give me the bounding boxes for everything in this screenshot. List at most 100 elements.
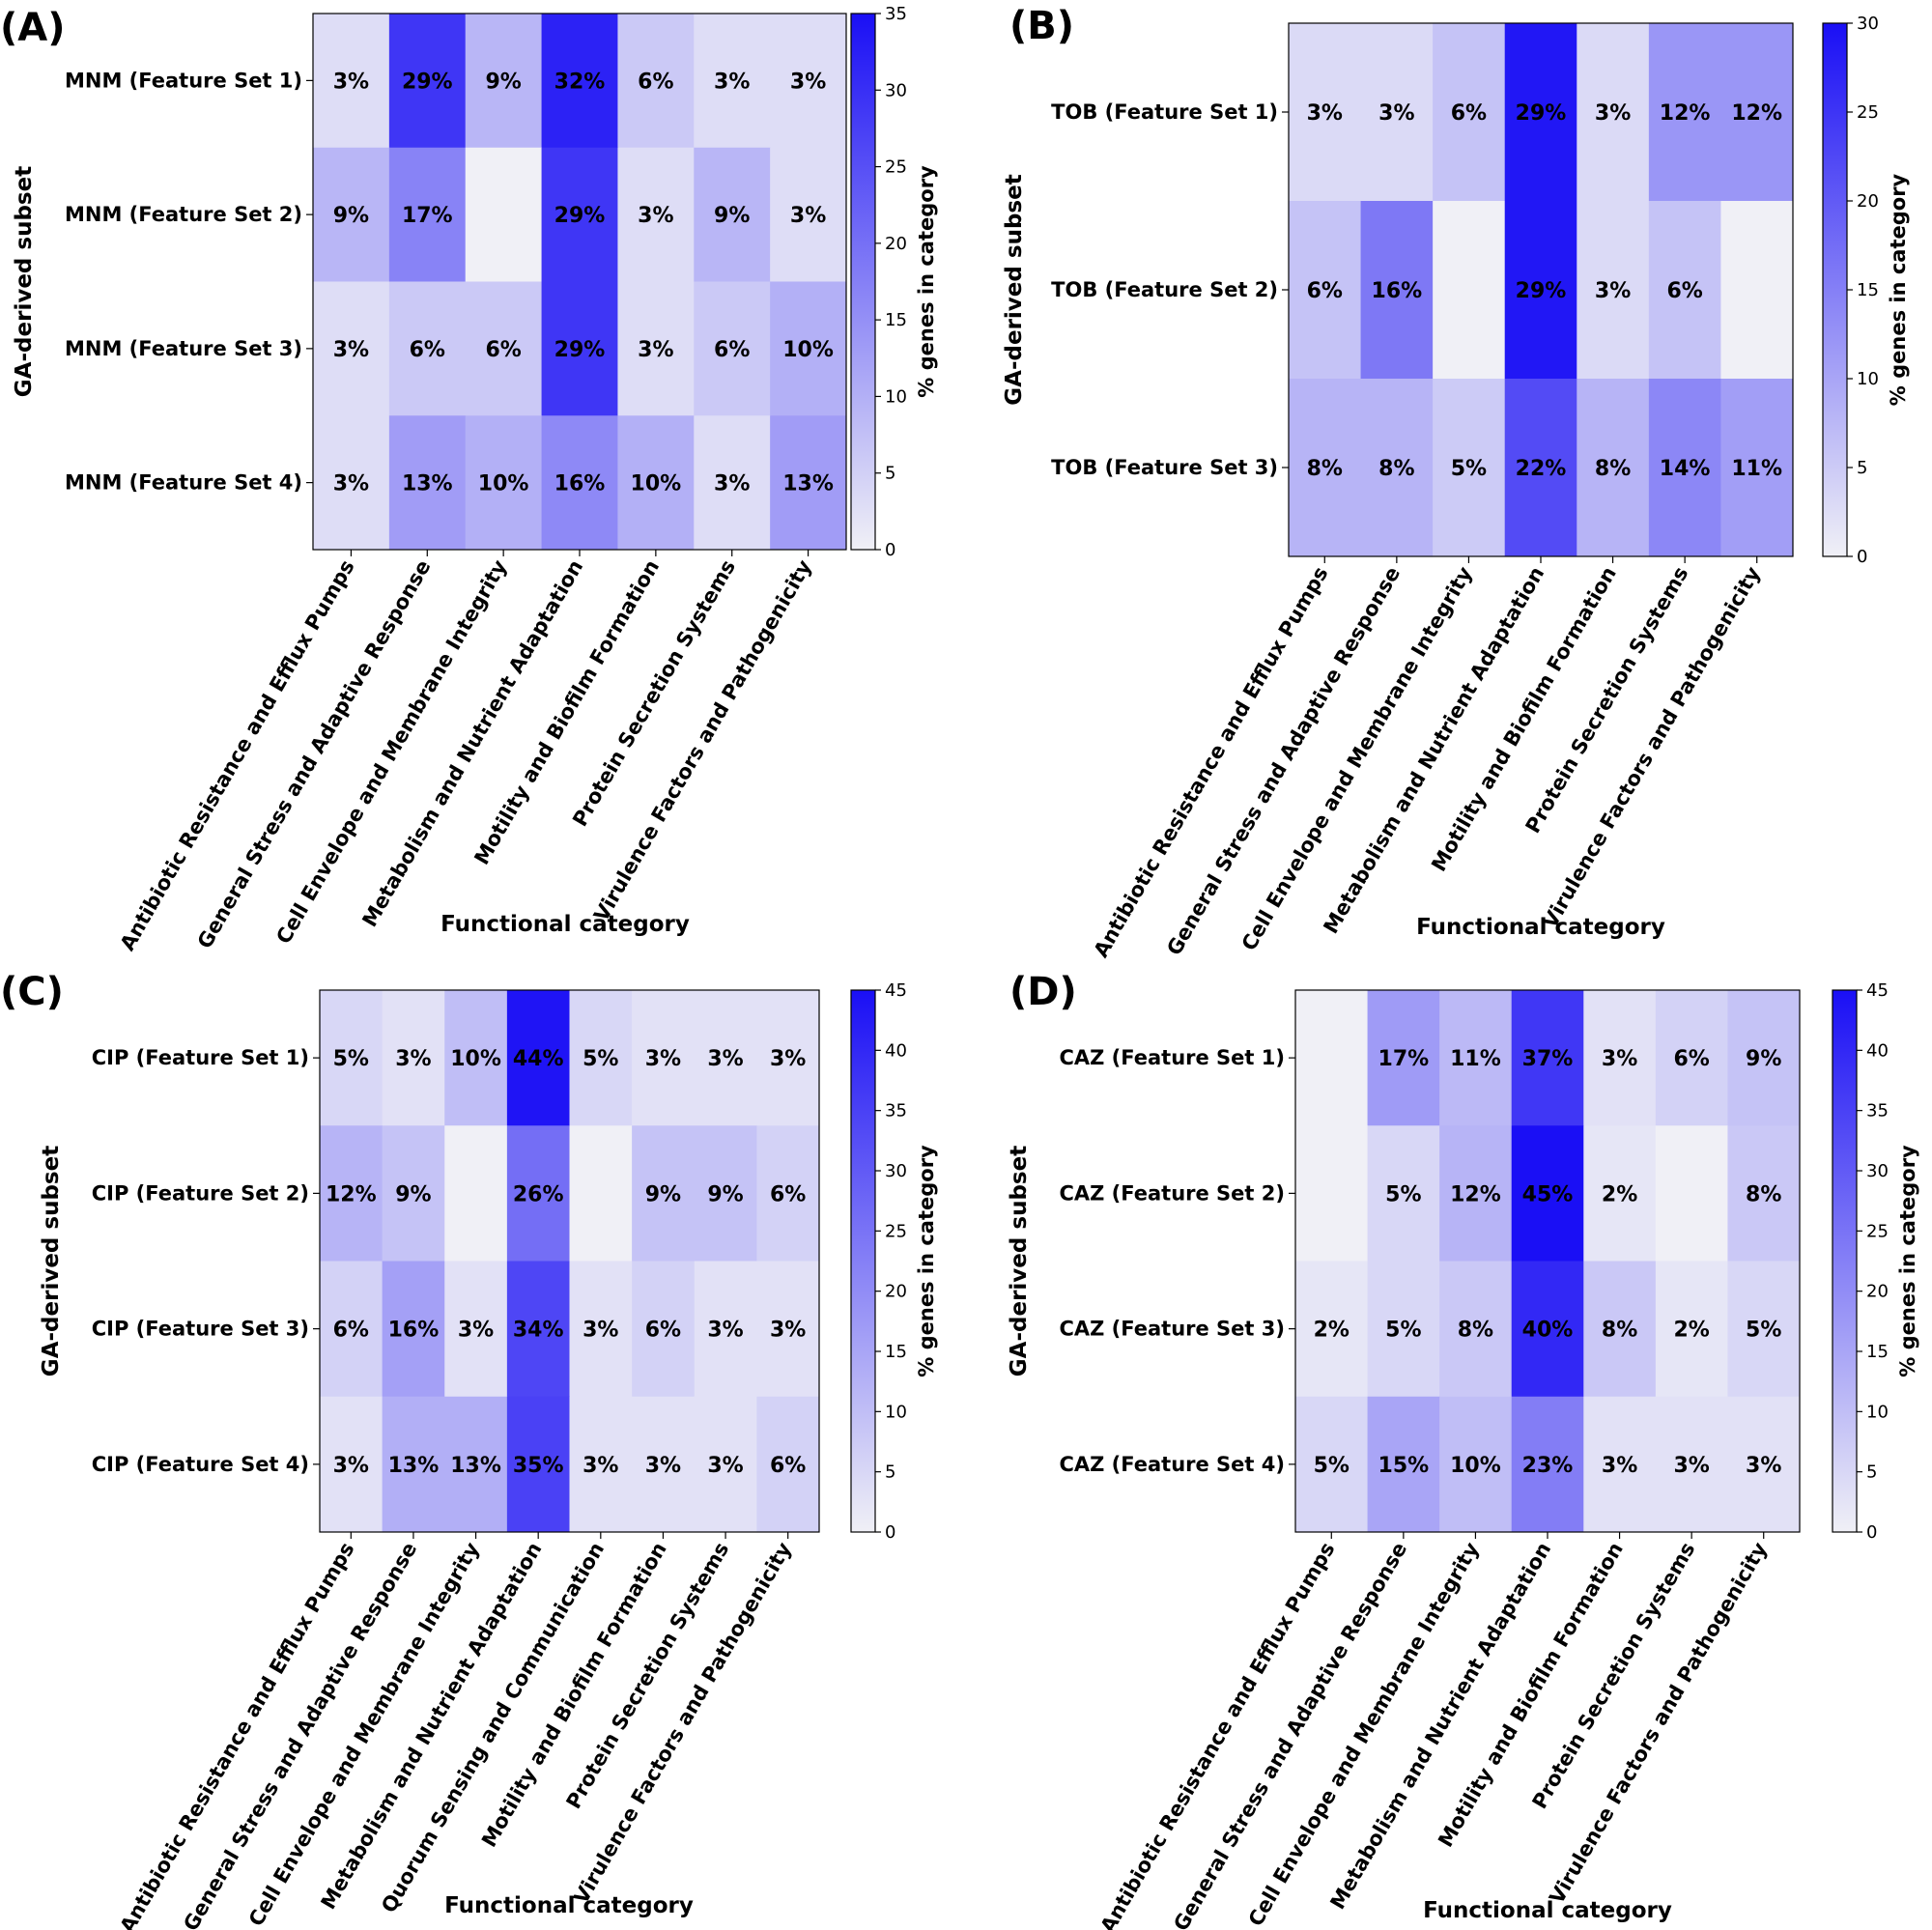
heatmap-cell	[632, 1396, 696, 1533]
cell-value-label: 6%	[410, 338, 445, 362]
heatmap-cell	[444, 1125, 508, 1262]
heatmap-cell	[1433, 379, 1506, 557]
heatmap-cell	[465, 281, 543, 416]
panel-c-heatmap: (C) 5% 3% 10% 44% 5% 3% 3% 3% 12% 9% 26% 9% 9% 6% 6% 16%…	[0, 970, 938, 1930]
y-tick-label: MNM (Feature Set 4)	[65, 471, 302, 495]
heatmap-cell	[1367, 1261, 1440, 1398]
cell-value-label: 45%	[1522, 1182, 1574, 1206]
heatmap-cell	[382, 1125, 445, 1262]
cell-value-label: 3%	[645, 1454, 681, 1478]
heatmap-cell	[1433, 23, 1506, 202]
x-tick-label: General Stress and Adaptive Response	[179, 1539, 421, 1930]
cell-value-label: 3%	[1307, 101, 1343, 126]
cell-value-label: 10%	[450, 1047, 501, 1071]
cell-value-label: 6%	[645, 1319, 681, 1343]
cell-value-label: 44%	[513, 1047, 564, 1071]
cell-value-label: 11%	[1450, 1047, 1501, 1071]
panel-b-heatmap: (B) 3% 3% 6% 29% 3% 12% 12% 6% 16% 29% 3% 6% 8% 8% 5% 22…	[1002, 4, 1910, 961]
panel-b-colorbar	[1822, 22, 1848, 557]
heatmap-cell	[382, 1261, 445, 1398]
heatmap-cell	[313, 14, 390, 149]
heatmap-cell	[320, 1396, 384, 1533]
heatmap-cell	[1727, 1125, 1801, 1262]
panel-a-label: (A)	[0, 6, 66, 50]
heatmap-cell	[388, 147, 467, 282]
cell-value-label: 3%	[707, 1047, 743, 1071]
y-tick-label: CAZ (Feature Set 4)	[1059, 1453, 1285, 1476]
heatmap-cell	[694, 415, 771, 551]
heatmap-cell	[1648, 379, 1721, 557]
heatmap-cell	[388, 14, 467, 149]
cell-value-label: 32%	[554, 70, 606, 94]
cell-value-label: 5%	[1746, 1319, 1781, 1343]
cell-value-label: 6%	[714, 338, 750, 362]
cell-value-label: 14%	[1660, 457, 1711, 481]
panel-a-colorbar	[850, 13, 876, 551]
cell-value-label: 22%	[1516, 457, 1567, 481]
cell-value-label: 10%	[1450, 1454, 1501, 1478]
cell-value-label: 3%	[770, 1319, 806, 1343]
colorbar-tick-label: 20	[885, 1282, 907, 1302]
colorbar-tick-label: 10	[1866, 1402, 1889, 1422]
panel-d-colorbar	[1832, 989, 1858, 1533]
heatmap-cell	[444, 990, 508, 1126]
heatmap-cell	[1648, 23, 1721, 202]
cell-value-label: 16%	[1372, 279, 1423, 303]
colorbar-tick-label: 30	[1857, 14, 1879, 34]
panel-a-x-axis-title: Functional category	[440, 912, 690, 937]
y-tick-label: MNM (Feature Set 1)	[65, 69, 302, 92]
x-tick-label: Antibiotic Resistance and Efflux Pumps	[116, 1539, 359, 1930]
cell-value-label: 11%	[1731, 457, 1782, 481]
cell-value-label: 6%	[638, 70, 673, 94]
heatmap-cell	[756, 1261, 820, 1398]
cell-value-label: 29%	[1516, 101, 1567, 126]
heatmap-cell	[541, 147, 618, 282]
panel-d-heatmap: (D) 17% 11% 37% 3% 6% 9% 5% 12% 45% 2% 8% 2% 5% 8% 40% 8…	[1007, 970, 1919, 1930]
panel-b-label: (B)	[1009, 4, 1074, 48]
cell-value-label: 3%	[790, 204, 826, 228]
colorbar-tick-label: 5	[885, 1462, 895, 1483]
cell-value-label: 3%	[790, 70, 826, 94]
cell-value-label: 23%	[1522, 1454, 1574, 1478]
heatmap-cell	[617, 147, 695, 282]
cell-value-label: 6%	[1307, 279, 1343, 303]
heatmap-cell	[388, 281, 467, 416]
cell-value-label: 3%	[333, 338, 369, 362]
cell-value-label: 2%	[1673, 1319, 1709, 1343]
cell-value-label: 16%	[554, 472, 606, 497]
cell-value-label: 6%	[1673, 1047, 1709, 1071]
heatmap-cell	[1367, 1125, 1440, 1262]
y-tick-label: CIP (Feature Set 2)	[92, 1181, 309, 1205]
heatmap-cell	[617, 14, 695, 149]
y-tick-label: CAZ (Feature Set 3)	[1059, 1318, 1285, 1341]
heatmap-cell	[506, 990, 570, 1126]
heatmap-cell	[1577, 379, 1650, 557]
cell-value-label: 13%	[402, 472, 453, 497]
colorbar-tick-label: 35	[885, 1101, 907, 1121]
heatmap-cell	[1720, 23, 1794, 202]
heatmap-cell	[506, 1261, 570, 1398]
heatmap-cell	[1727, 990, 1801, 1126]
heatmap-cell	[694, 281, 771, 416]
y-tick-label: CIP (Feature Set 1)	[92, 1046, 309, 1069]
cell-value-label: 3%	[458, 1319, 494, 1343]
colorbar-tick-label: 5	[1866, 1462, 1877, 1483]
cell-value-label: 3%	[638, 338, 673, 362]
cell-value-label: 6%	[770, 1454, 806, 1478]
y-tick-label: CIP (Feature Set 3)	[92, 1318, 309, 1341]
panel-c-colorbar	[850, 989, 876, 1533]
cell-value-label: 12%	[1660, 101, 1711, 126]
cell-value-label: 3%	[1595, 101, 1631, 126]
cell-value-label: 29%	[1516, 279, 1567, 303]
panel-c-colorbar-title: % genes in category	[915, 1145, 938, 1377]
cell-value-label: 9%	[333, 204, 369, 228]
heatmap-cell	[1367, 1396, 1440, 1533]
cell-value-label: 5%	[1385, 1182, 1421, 1206]
cell-value-label: 8%	[1307, 457, 1343, 481]
heatmap-cell	[770, 14, 847, 149]
colorbar-tick-label: 10	[885, 386, 907, 407]
cell-value-label: 13%	[782, 472, 834, 497]
cell-value-label: 37%	[1522, 1047, 1574, 1071]
heatmap-cell	[1648, 201, 1721, 380]
colorbar-tick-label: 45	[885, 980, 907, 1001]
